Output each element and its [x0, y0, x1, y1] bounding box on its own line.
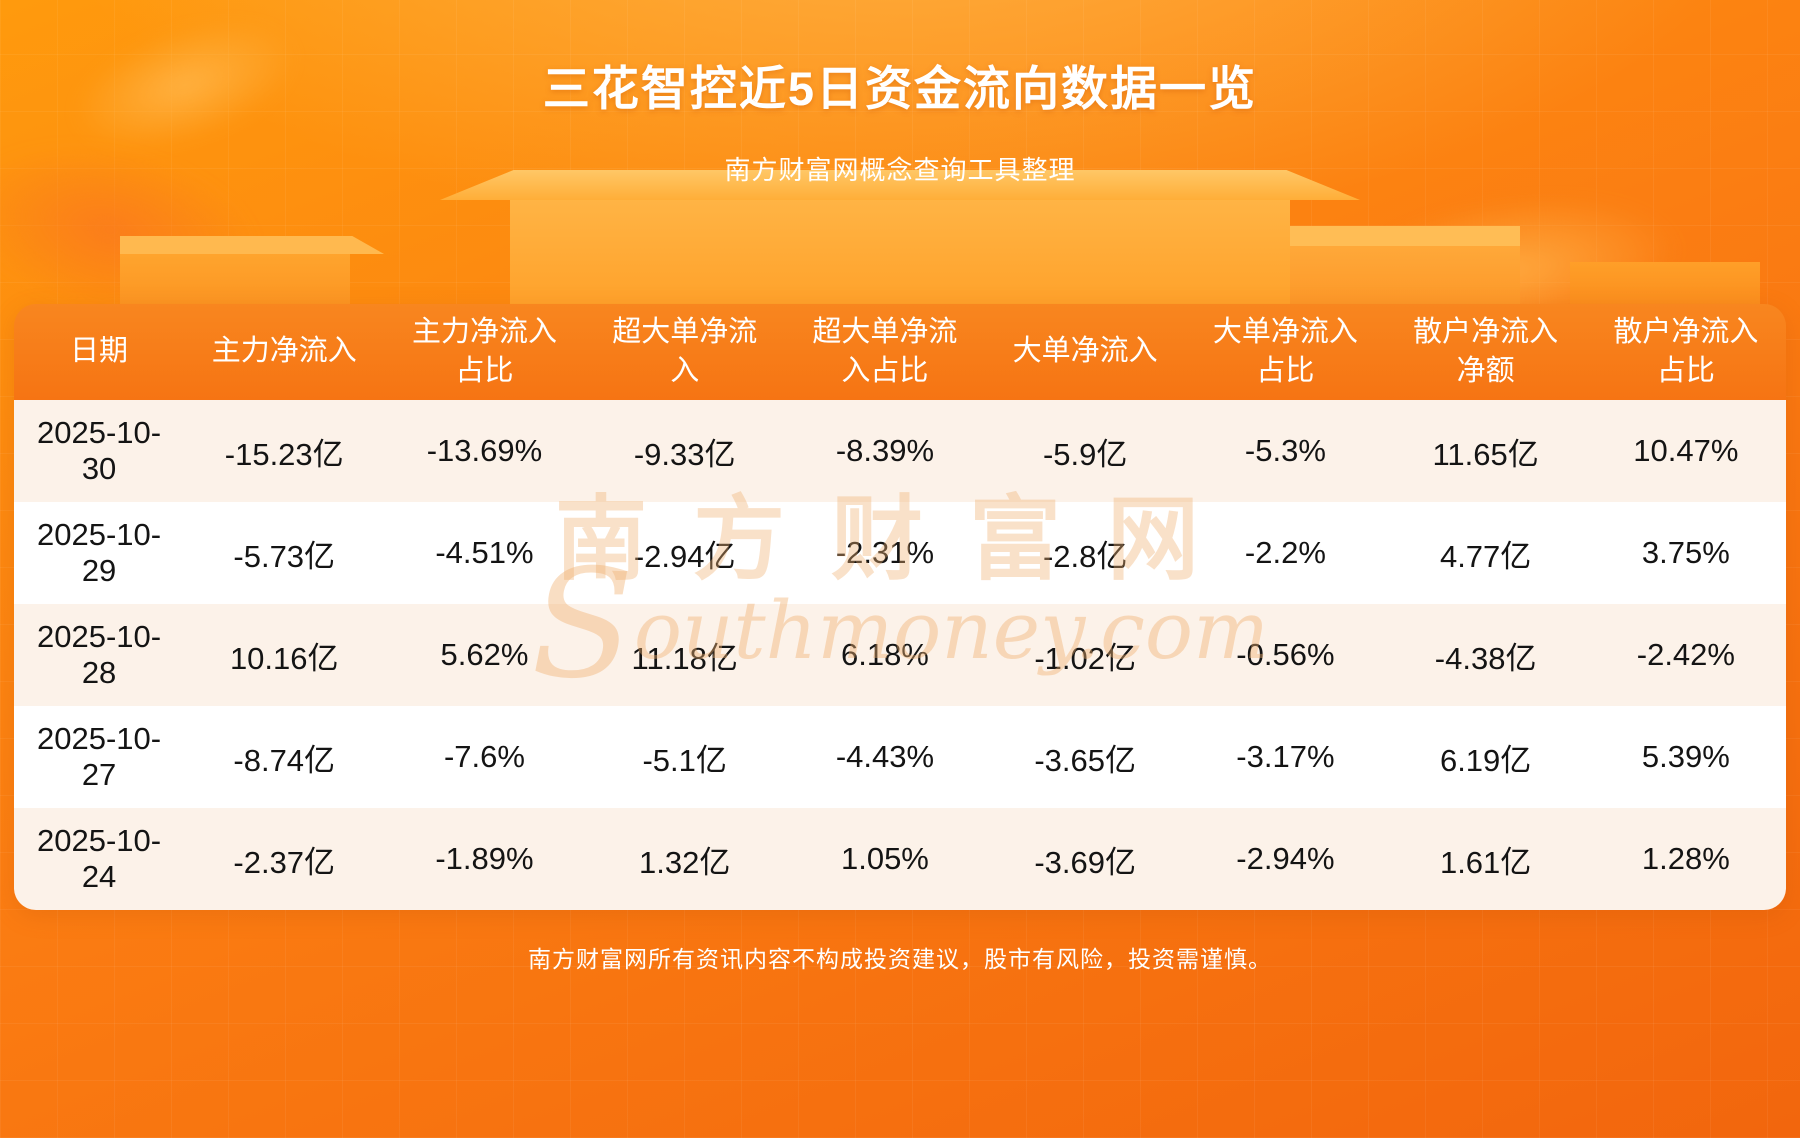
column-header: 超大单净流入	[584, 304, 785, 400]
date-cell: 2025-10-24	[14, 808, 185, 910]
value-cell: 1.05%	[784, 808, 986, 910]
table-row: 2025-10-30 -15.23亿 -13.69% -9.33亿 -8.39% -5.9…	[14, 400, 1786, 502]
value-cell: -8.39%	[784, 400, 986, 502]
value-cell: 6.19亿	[1385, 706, 1586, 808]
date-cell: 2025-10-27	[14, 706, 185, 808]
page-subtitle: 南方财富网概念查询工具整理	[724, 155, 1076, 185]
value-cell: -2.37亿	[184, 808, 385, 910]
value-cell: 10.16亿	[184, 604, 385, 706]
table-body: 2025-10-30 -15.23亿 -13.69% -9.33亿 -8.39% -5.9…	[14, 400, 1786, 910]
table-row: 2025-10-27 -8.74亿 -7.6% -5.1亿 -4.43% -3.65亿 -3…	[14, 706, 1786, 808]
column-header: 日期	[14, 304, 185, 400]
value-cell: -13.69%	[384, 400, 585, 502]
column-header: 主力净流入	[184, 304, 385, 400]
value-cell: 11.18亿	[584, 604, 785, 706]
value-cell: -2.8亿	[985, 502, 1186, 604]
value-cell: 5.62%	[384, 604, 585, 706]
value-cell: -15.23亿	[184, 400, 385, 502]
value-cell: -1.02亿	[985, 604, 1186, 706]
column-header: 大单净流入占比	[1185, 304, 1386, 400]
column-header: 大单净流入	[985, 304, 1186, 400]
column-header: 散户净流入净额	[1385, 304, 1586, 400]
column-header: 散户净流入占比	[1585, 304, 1786, 400]
fund-flow-table: 日期 主力净流入 主力净流入占比 超大单净流入 超大单净流入占比 大单净流入 大单净流入占比…	[14, 304, 1786, 910]
disclaimer-text: 南方财富网所有资讯内容不构成投资建议，股市有风险，投资需谨慎。	[528, 946, 1272, 972]
value-cell: 1.28%	[1585, 808, 1786, 910]
value-cell: 1.32亿	[584, 808, 785, 910]
value-cell: -5.3%	[1185, 400, 1386, 502]
value-cell: -1.89%	[384, 808, 585, 910]
value-cell: 6.18%	[784, 604, 986, 706]
value-cell: -2.2%	[1185, 502, 1386, 604]
column-header: 主力净流入占比	[384, 304, 585, 400]
column-header: 超大单净流入占比	[784, 304, 986, 400]
value-cell: -4.38亿	[1385, 604, 1586, 706]
value-cell: 10.47%	[1585, 400, 1786, 502]
page-title: 三花智控近5日资金流向数据一览	[542, 62, 1258, 115]
value-cell: 1.61亿	[1385, 808, 1586, 910]
value-cell: -4.43%	[784, 706, 986, 808]
value-cell: -2.94%	[1185, 808, 1386, 910]
value-cell: -5.1亿	[584, 706, 785, 808]
value-cell: 4.77亿	[1385, 502, 1586, 604]
value-cell: -2.94亿	[584, 502, 785, 604]
value-cell: 11.65亿	[1385, 400, 1586, 502]
table-row: 2025-10-28 10.16亿 5.62% 11.18亿 6.18% -1.02亿 -0…	[14, 604, 1786, 706]
header-row: 日期 主力净流入 主力净流入占比 超大单净流入 超大单净流入占比 大单净流入 大单净流入占比…	[14, 304, 1786, 400]
value-cell: 3.75%	[1585, 502, 1786, 604]
table-row: 2025-10-24 -2.37亿 -1.89% 1.32亿 1.05% -3.69亿 -2…	[14, 808, 1786, 910]
value-cell: -2.42%	[1585, 604, 1786, 706]
table-row: 2025-10-29 -5.73亿 -4.51% -2.94亿 -2.31% -2.8亿 -…	[14, 502, 1786, 604]
date-cell: 2025-10-30	[14, 400, 185, 502]
value-cell: -3.17%	[1185, 706, 1386, 808]
date-cell: 2025-10-28	[14, 604, 185, 706]
value-cell: -8.74亿	[184, 706, 385, 808]
data-table: 日期 主力净流入 主力净流入占比 超大单净流入 超大单净流入占比 大单净流入 大单净流入占比…	[14, 304, 1786, 910]
value-cell: 5.39%	[1585, 706, 1786, 808]
value-cell: -3.65亿	[985, 706, 1186, 808]
value-cell: -5.73亿	[184, 502, 385, 604]
value-cell: -4.51%	[384, 502, 585, 604]
date-cell: 2025-10-29	[14, 502, 185, 604]
value-cell: -9.33亿	[584, 400, 785, 502]
value-cell: -3.69亿	[985, 808, 1186, 910]
value-cell: -0.56%	[1185, 604, 1386, 706]
value-cell: -2.31%	[784, 502, 986, 604]
value-cell: -7.6%	[384, 706, 585, 808]
value-cell: -5.9亿	[985, 400, 1186, 502]
